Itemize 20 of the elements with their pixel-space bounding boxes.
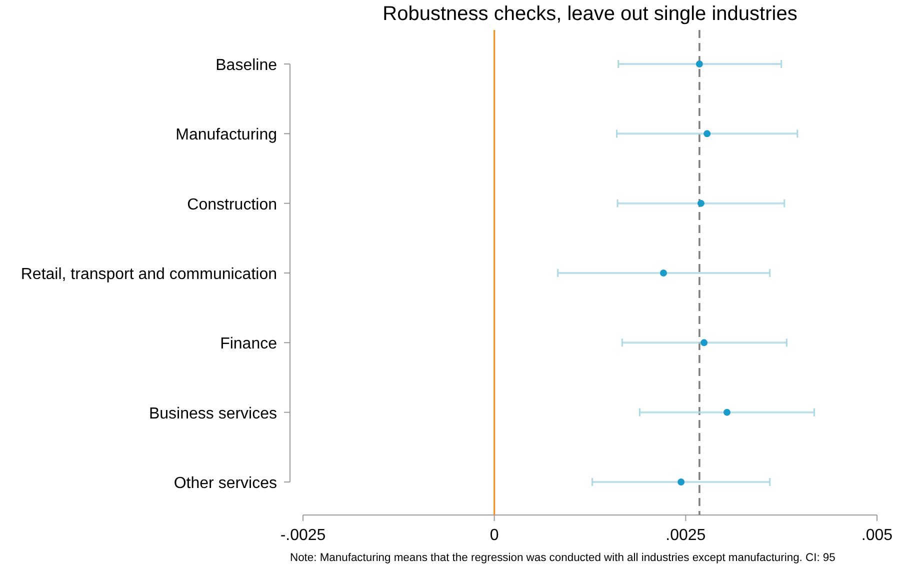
y-tick-label: Baseline: [216, 57, 278, 74]
y-tick-label: Retail, transport and communication: [20, 266, 277, 283]
text: Note: Manufacturing means that the regression was conducted with all industries except manufacturing. CI: 95: [290, 552, 836, 564]
x-tick-label: .005: [861, 527, 893, 544]
y-tick-label: Business services: [148, 405, 277, 422]
y-tick-label: Manufacturing: [176, 126, 277, 144]
point: [697, 200, 704, 207]
point: [723, 408, 730, 416]
y-tick-label: Finance: [220, 336, 278, 353]
point: [700, 339, 708, 346]
y-tick-label: Construction: [187, 196, 277, 214]
x-tick-label: .0025: [666, 527, 706, 544]
x-tick-label: 0: [490, 527, 499, 544]
point: [704, 130, 711, 138]
point: [696, 60, 703, 68]
point: [660, 270, 667, 276]
y-tick-label: Other services: [174, 475, 277, 492]
x-tick-label: -.0025: [280, 527, 326, 544]
point: [678, 478, 685, 486]
chart-title: Robustness checks, leave out single industries: [382, 3, 798, 25]
